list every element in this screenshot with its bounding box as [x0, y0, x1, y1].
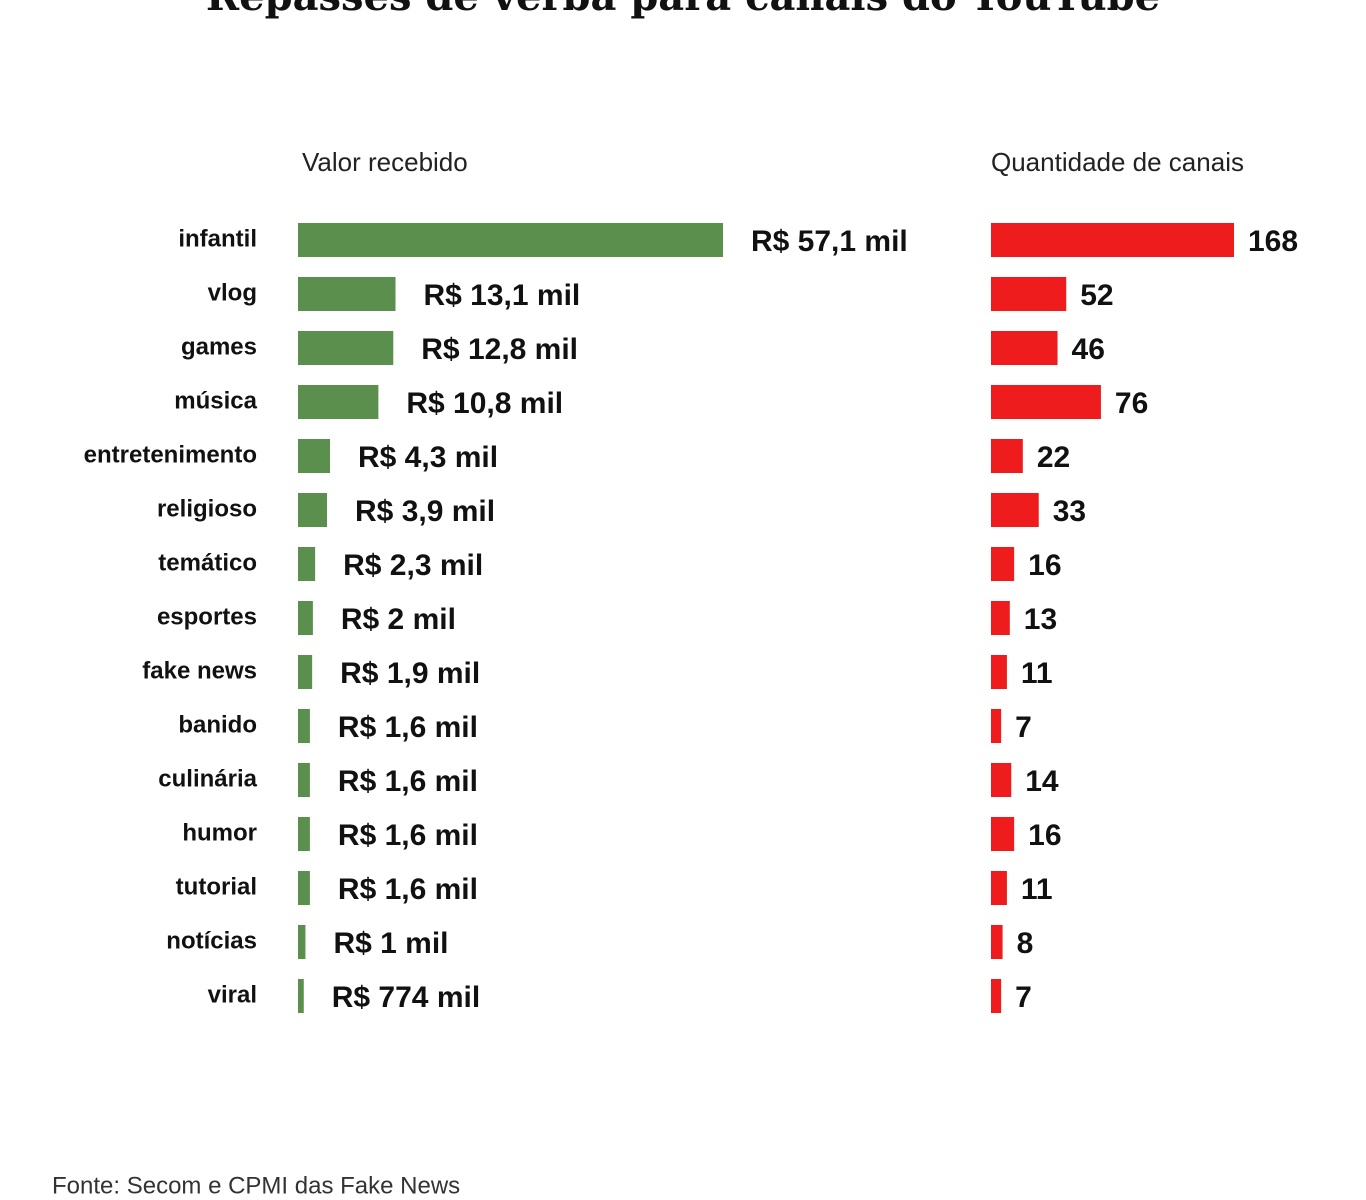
bar: [991, 601, 1010, 635]
bar: [298, 439, 331, 473]
value-label: 52: [1080, 279, 1113, 312]
value-label: 33: [1053, 495, 1086, 528]
bar: [298, 655, 313, 689]
value-label: 76: [1115, 387, 1148, 420]
bar: [298, 871, 310, 905]
category-label: fake news: [142, 657, 257, 684]
category-label: viral: [208, 981, 257, 1008]
value-label: R$ 1 mil: [333, 927, 448, 960]
category-label: vlog: [208, 279, 257, 306]
bar: [298, 601, 313, 635]
category-label: música: [174, 387, 257, 414]
panel-title: Quantidade de canais: [991, 147, 1244, 177]
chart-title: Repasses de verba para canais do YouTube: [206, 0, 1160, 20]
category-label: infantil: [178, 225, 257, 252]
bar: [991, 277, 1067, 311]
value-label: R$ 57,1 mil: [751, 225, 908, 258]
bar: [991, 925, 1003, 959]
bar: [991, 493, 1039, 527]
bar: [298, 979, 304, 1013]
value-label: R$ 1,6 mil: [338, 819, 478, 852]
value-label: R$ 2 mil: [341, 603, 456, 636]
category-label: notícias: [166, 927, 257, 954]
value-label: R$ 10,8 mil: [406, 387, 563, 420]
value-label: 11: [1021, 873, 1053, 906]
category-label: esportes: [157, 603, 257, 630]
category-label: tutorial: [176, 873, 257, 900]
value-label: R$ 4,3 mil: [358, 441, 498, 474]
bar: [298, 331, 394, 365]
category-label: banido: [178, 711, 257, 738]
value-label: 8: [1017, 927, 1034, 960]
category-label: games: [181, 333, 257, 360]
value-label: R$ 2,3 mil: [343, 549, 483, 582]
category-label: entretenimento: [84, 441, 257, 468]
bar: [298, 817, 310, 851]
value-label: 7: [1015, 711, 1032, 744]
bar: [298, 277, 396, 311]
value-label: R$ 774 mil: [332, 981, 480, 1014]
value-label: R$ 1,6 mil: [338, 711, 478, 744]
bar: [991, 763, 1012, 797]
category-label: temático: [158, 549, 257, 576]
value-label: 13: [1024, 603, 1057, 636]
category-label: religioso: [157, 495, 257, 522]
bar: [298, 223, 723, 257]
category-label: culinária: [158, 765, 257, 792]
value-label: R$ 12,8 mil: [421, 333, 578, 366]
bar: [298, 925, 306, 959]
value-label: R$ 13,1 mil: [424, 279, 581, 312]
bar: [991, 385, 1101, 419]
bar: [991, 331, 1058, 365]
bar: [991, 439, 1023, 473]
value-label: R$ 1,6 mil: [338, 765, 478, 798]
value-label: 46: [1072, 333, 1105, 366]
value-label: R$ 1,6 mil: [338, 873, 478, 906]
value-label: 11: [1021, 657, 1053, 690]
bar: [991, 709, 1002, 743]
value-label: 22: [1037, 441, 1070, 474]
value-label: R$ 3,9 mil: [355, 495, 495, 528]
bar: [991, 871, 1007, 905]
bar: [991, 547, 1015, 581]
bar: [991, 979, 1002, 1013]
value-label: 7: [1015, 981, 1032, 1014]
value-label: 168: [1248, 225, 1298, 258]
category-label: humor: [182, 819, 257, 846]
bar: [991, 817, 1015, 851]
bar: [298, 385, 379, 419]
bar: [298, 493, 328, 527]
bar: [298, 547, 316, 581]
panel-title: Valor recebido: [302, 147, 468, 177]
bar: [991, 655, 1007, 689]
value-label: 14: [1025, 765, 1059, 798]
value-label: 16: [1028, 549, 1061, 582]
value-label: R$ 1,9 mil: [340, 657, 480, 690]
value-label: 16: [1028, 819, 1061, 852]
bar: [298, 763, 310, 797]
source: Fonte: Secom e CPMI das Fake News: [52, 1172, 460, 1199]
bar: [991, 223, 1234, 257]
bar: [298, 709, 310, 743]
